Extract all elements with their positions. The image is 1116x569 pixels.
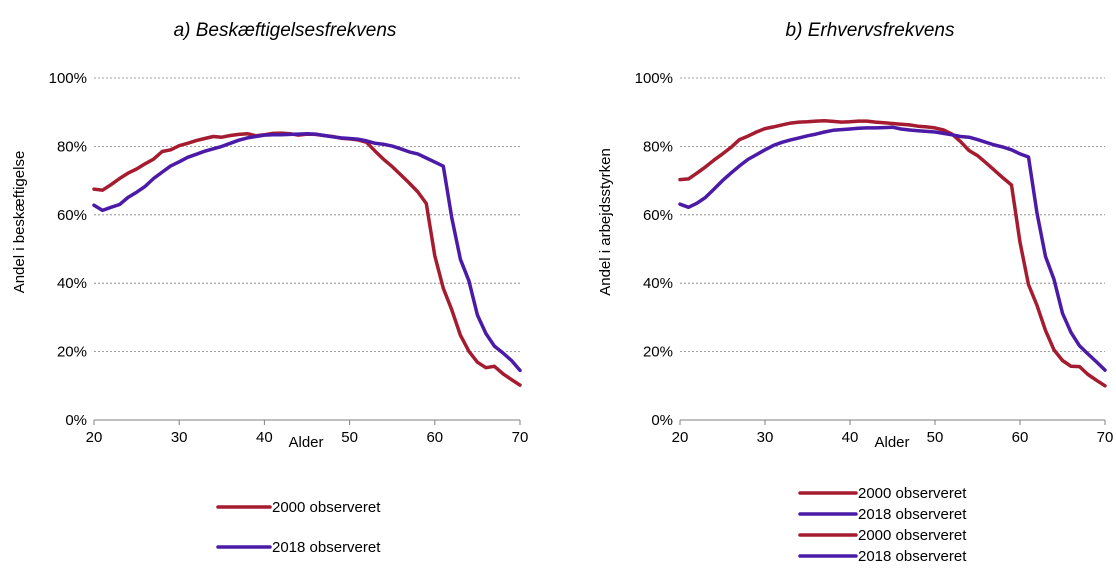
chart-b-legend: 2000 observeret 2018 observeret 2000 obser…: [798, 485, 967, 565]
chart-a-y-tick-label: 40%: [57, 275, 87, 292]
chart-a-x-tick-label: 50: [341, 429, 358, 446]
chart-b-legend-label: 2000 observeret: [858, 527, 967, 544]
chart-a-x-tick-label: 20: [86, 429, 103, 446]
chart-a-series-2000-line: [92, 131, 522, 387]
chart-a-y-tick-label: 20%: [57, 344, 87, 361]
chart-a-x-tick-label: 30: [171, 429, 188, 446]
chart-a-series-2018-line: [92, 131, 522, 373]
chart-b-y-axis-label: Andel i arbejdsstyrken: [597, 148, 614, 296]
chart-b-y-tick-label: 100%: [635, 70, 673, 87]
chart-b-x-axis-label: Alder: [874, 434, 909, 451]
chart-a-y-tick-label: 0%: [65, 412, 87, 429]
chart-a-legend-label: 2000 observeret: [272, 499, 381, 516]
chart-b-x-tick-label: 30: [757, 429, 774, 446]
chart-a-title: a) Beskæftigelsesfrekvens: [174, 20, 397, 41]
chart-b-series-2018-line: [678, 125, 1107, 372]
chart-a-x-tick-label: 60: [426, 429, 443, 446]
chart-a-x-axis-label: Alder: [288, 434, 323, 451]
chart-b-legend-label: 2000 observeret: [858, 485, 967, 502]
chart-b-legend-label: 2018 observeret: [858, 548, 967, 565]
chart-a-legend-label: 2018 observeret: [272, 539, 381, 556]
chart-a-legend: 2000 observeret 2018 observeret: [216, 499, 381, 556]
chart-b-y-tick-label: 20%: [643, 344, 673, 361]
chart-b-series-2000-line: [678, 119, 1107, 388]
chart-b-x-tick-label: 40: [842, 429, 859, 446]
chart-panel-a: a) Beskæftigelsesfrekvens 0% 20% 40% 60% 80%…: [11, 20, 528, 556]
chart-b-y-tick-label: 60%: [643, 207, 673, 224]
chart-a-x-tick-label: 70: [512, 429, 529, 446]
chart-a-x-tick-label: 40: [256, 429, 273, 446]
chart-b-legend-label: 2018 observeret: [858, 506, 967, 523]
chart-b-y-ticks: 0% 20% 40% 60% 80% 100%: [635, 70, 673, 429]
chart-b-y-tick-label: 0%: [651, 412, 673, 429]
chart-a-y-tick-label: 60%: [57, 207, 87, 224]
chart-a-y-axis-label: Andel i beskæftigelse: [11, 151, 28, 294]
chart-b-x-tick-label: 20: [672, 429, 689, 446]
chart-b-x-tick-label: 70: [1097, 429, 1114, 446]
chart-a-y-ticks: 0% 20% 40% 60% 80% 100%: [49, 70, 87, 429]
chart-b-gridlines: [680, 77, 1105, 353]
chart-a-gridlines: [94, 77, 520, 353]
chart-b-x-tick-label: 60: [1012, 429, 1029, 446]
chart-b-x-ticks: 20 30 40 50 60 70: [672, 420, 1114, 446]
chart-a-series: [92, 131, 522, 387]
chart-b-y-tick-label: 80%: [643, 138, 673, 155]
chart-b-x-tick-label: 50: [927, 429, 944, 446]
chart-a-x-ticks: 20 30 40 50 60 70: [86, 420, 529, 446]
chart-b-y-tick-label: 40%: [643, 275, 673, 292]
chart-b-series: [678, 119, 1107, 388]
chart-b-title: b) Erhvervsfrekvens: [786, 20, 955, 41]
chart-a-y-tick-label: 100%: [49, 70, 87, 87]
chart-a-y-tick-label: 80%: [57, 138, 87, 155]
chart-panel-b: b) Erhvervsfrekvens 0% 20% 40% 60% 80% 100% 2…: [597, 20, 1113, 565]
